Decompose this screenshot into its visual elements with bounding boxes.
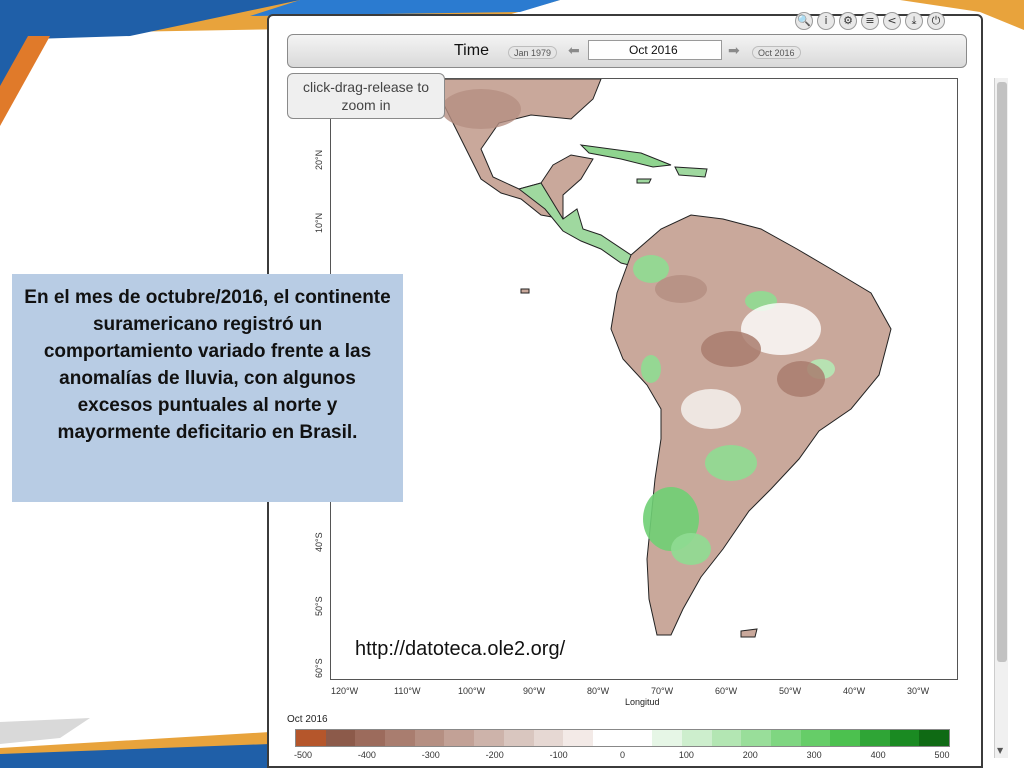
viewer-toolbar: 🔍 i ⚙ ≡ < ⤓ ⏻ <box>795 11 967 31</box>
colorbar-swatch <box>860 730 890 746</box>
colorbar-swatch <box>325 730 356 746</box>
lat-label: 20°N <box>314 149 324 170</box>
landmass-hispaniola <box>674 166 708 178</box>
time-current-input[interactable]: Oct 2016 <box>588 40 722 60</box>
landmass-jamaica <box>636 178 652 184</box>
colorbar-swatch <box>681 730 712 746</box>
colorbar-tick-label: 200 <box>742 750 758 760</box>
colorbar-swatch <box>533 730 564 746</box>
lat-label: 60°S <box>314 658 324 678</box>
info-icon[interactable]: i <box>817 12 835 30</box>
colorbar-tick-label: 300 <box>806 750 822 760</box>
scrollbar-thumb[interactable] <box>997 82 1007 662</box>
colorbar-swatch <box>919 730 950 746</box>
landmass-falklands <box>740 628 758 638</box>
colorbar-swatch <box>474 730 504 746</box>
lon-label: 70°W <box>651 686 674 696</box>
colorbar-swatch <box>355 730 386 746</box>
colorbar-tick-label: -200 <box>485 750 504 760</box>
scroll-down-icon[interactable]: ▼ <box>997 746 1004 755</box>
colorbar-swatch <box>711 730 742 746</box>
wet-anomaly-patch <box>641 355 661 383</box>
colorbar-swatch <box>296 730 326 746</box>
dry-anomaly-patch <box>441 89 521 129</box>
lon-label: 90°W <box>523 686 546 696</box>
time-start-chip[interactable]: Jan 1979 <box>508 46 558 59</box>
colorbar-swatch <box>889 730 920 746</box>
colorbar-swatch <box>800 730 831 746</box>
lon-label: 60°W <box>715 686 738 696</box>
time-label: Time <box>454 42 489 59</box>
lon-label: 100°W <box>458 686 486 696</box>
colorbar-swatch <box>652 730 682 746</box>
time-forward-arrow-icon[interactable]: ➡ <box>728 43 740 59</box>
colorbar-legend <box>295 729 950 747</box>
colorbar-swatch <box>563 730 593 746</box>
neutral-patch <box>741 303 821 355</box>
lat-label: 10°N <box>314 212 324 233</box>
download-icon[interactable]: ⤓ <box>905 12 923 30</box>
landmass-galapagos <box>520 288 530 294</box>
power-icon[interactable]: ⏻ <box>927 12 945 30</box>
time-selector-bar: Time Jan 1979 ⬅ Oct 2016 ➡ Oct 2016 <box>287 34 967 68</box>
time-end-chip[interactable]: Oct 2016 <box>752 46 801 59</box>
zoom-icon[interactable]: 🔍 <box>795 12 813 30</box>
share-icon[interactable]: < <box>883 12 901 30</box>
dry-anomaly-patch <box>655 275 707 303</box>
dry-anomaly-patch <box>701 331 761 367</box>
colorbar-tick-label: -100 <box>549 750 568 760</box>
zoom-hint-box: click-drag-release to zoom in <box>287 73 445 119</box>
lat-label: 40°S <box>314 532 324 552</box>
colorbar-tick-label: -500 <box>293 750 313 760</box>
slide-bottom-decoration <box>0 718 270 768</box>
dry-anomaly-patch <box>777 361 825 397</box>
lon-label: 30°W <box>907 686 930 696</box>
lon-label: 80°W <box>587 686 610 696</box>
colorbar-swatch <box>444 730 475 746</box>
landmass-cuba <box>579 144 672 168</box>
colorbar-tick-label: -300 <box>421 750 440 760</box>
lon-label: 120°W <box>331 686 359 696</box>
source-url[interactable]: http://datoteca.ole2.org/ <box>352 636 569 663</box>
colorbar-tick-label: 100 <box>678 750 694 760</box>
viewer-scrollbar[interactable] <box>994 78 1008 758</box>
slide-left-decoration <box>0 36 50 126</box>
colorbar-swatch <box>503 730 534 746</box>
lat-label: 50°S <box>314 596 324 616</box>
lon-label: 40°W <box>843 686 866 696</box>
wet-anomaly-patch <box>633 255 669 283</box>
colorbar-swatch <box>741 730 771 746</box>
time-back-arrow-icon[interactable]: ⬅ <box>568 43 580 59</box>
list-icon[interactable]: ≡ <box>861 12 879 30</box>
slide-caption: En el mes de octubre/2016, el continente… <box>12 274 403 502</box>
rainfall-anomaly-map[interactable] <box>330 78 958 680</box>
colorbar-swatch <box>830 730 861 746</box>
neutral-patch <box>681 389 741 429</box>
lon-label: 110°W <box>394 686 421 696</box>
colorbar-swatch <box>771 730 801 746</box>
colorbar-month-label: Oct 2016 <box>287 714 328 725</box>
colorbar-swatch <box>385 730 415 746</box>
longitude-axis-title: Longitud <box>625 697 660 707</box>
colorbar-swatch <box>592 730 623 746</box>
map-canvas <box>430 79 892 638</box>
wet-anomaly-patch <box>705 445 757 481</box>
gear-icon[interactable]: ⚙ <box>839 12 857 30</box>
colorbar-tick-label: 500 <box>934 750 950 760</box>
lon-label: 50°W <box>779 686 802 696</box>
colorbar-tick-label: 400 <box>870 750 886 760</box>
landmass-central-america <box>517 182 638 268</box>
colorbar-tick-label: 0 <box>619 750 626 760</box>
colorbar-tick-label: -400 <box>357 750 376 760</box>
colorbar-swatch <box>622 730 653 746</box>
colorbar-swatch <box>414 730 445 746</box>
wet-anomaly-patch <box>671 533 711 565</box>
